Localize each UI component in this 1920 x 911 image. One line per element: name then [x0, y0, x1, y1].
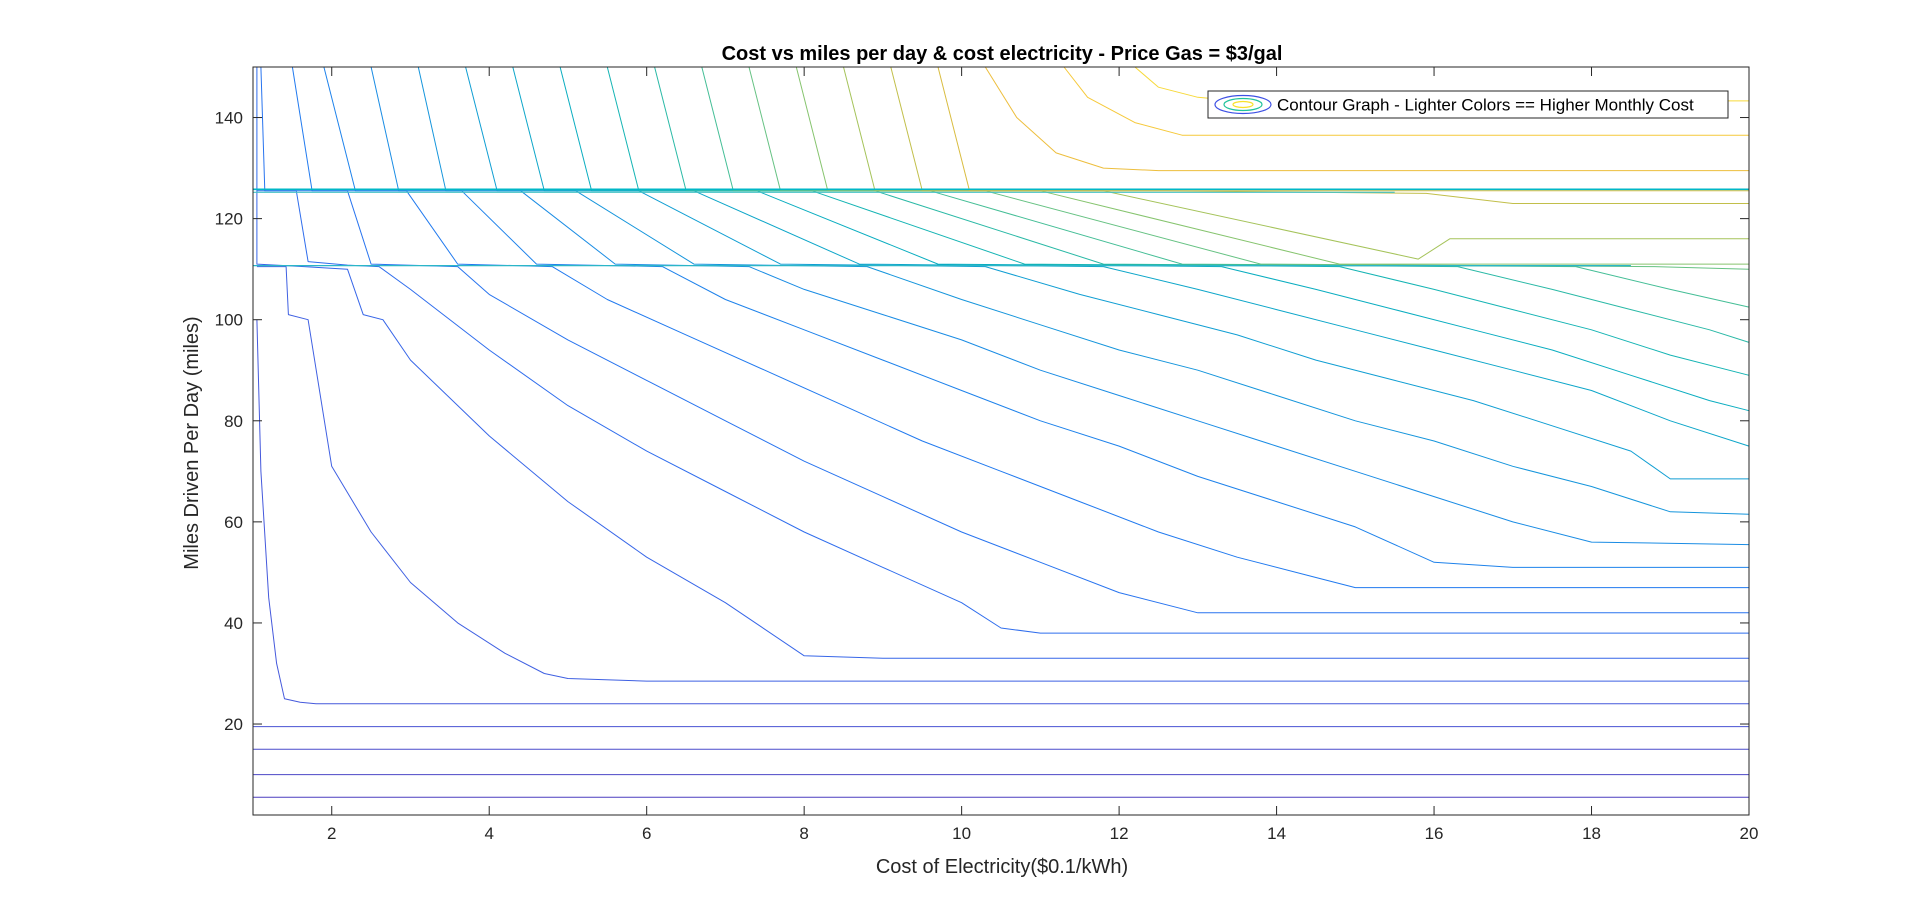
contour-line-13	[465, 66, 1749, 480]
x-tick-label: 16	[1425, 824, 1444, 843]
x-tick-label: 8	[799, 824, 808, 843]
x-tick-label: 12	[1110, 824, 1129, 843]
x-axis-label: Cost of Electricity($0.1/kWh)	[876, 856, 1128, 878]
tick-labels: 2 4 6 8 10 12 14 16 18 20 20 40 60 80 100 120 140	[215, 109, 1759, 843]
x-tick-label: 18	[1582, 824, 1601, 843]
contour-line-10	[323, 66, 1749, 568]
contour-line-12	[417, 66, 1750, 515]
contour-line-7	[256, 67, 1749, 634]
y-axis-label: Miles Driven Per Day (miles)	[181, 316, 203, 569]
contour-line-8	[260, 66, 1749, 614]
legend-contour-icon	[1214, 94, 1272, 115]
plot-background	[253, 67, 1749, 815]
y-tick-label: 100	[215, 311, 243, 330]
y-tick-label: 40	[224, 614, 243, 633]
legend-label: Contour Graph - Lighter Colors == Higher…	[1277, 96, 1694, 115]
axes-box	[252, 66, 1750, 816]
contour-lines	[253, 66, 1750, 798]
contour-line-5	[256, 266, 1749, 682]
y-tick-label: 80	[224, 412, 243, 431]
chart-title: Cost vs miles per day & cost electricity…	[722, 43, 1283, 65]
axes	[252, 66, 1750, 816]
x-tick-label: 6	[642, 824, 651, 843]
contour-line-19	[748, 66, 1750, 270]
legend: Contour Graph - Lighter Colors == Higher…	[1207, 90, 1729, 119]
x-tick-label: 2	[327, 824, 336, 843]
y-tick-label: 60	[224, 513, 243, 532]
y-tick-label: 120	[215, 210, 243, 229]
x-tick-label: 20	[1740, 824, 1759, 843]
contour-line-25	[1063, 66, 1749, 136]
contour-line-6	[256, 190, 1749, 659]
x-tick-label: 14	[1267, 824, 1286, 843]
tick-marks	[253, 67, 1750, 815]
y-tick-label: 20	[224, 715, 243, 734]
x-tick-label: 4	[484, 824, 493, 843]
plot-area	[253, 67, 1749, 815]
x-tick-label: 10	[952, 824, 971, 843]
y-tick-label: 140	[215, 109, 243, 128]
contour-line-24	[984, 66, 1749, 172]
legend-box	[1207, 90, 1729, 119]
contour-line-18	[701, 66, 1750, 308]
contour-line-11	[370, 66, 1750, 546]
contour-line-4	[256, 319, 1749, 705]
contour-line-9	[291, 66, 1749, 589]
contour-line-21	[843, 66, 1749, 260]
contour-line-23	[937, 66, 1749, 192]
